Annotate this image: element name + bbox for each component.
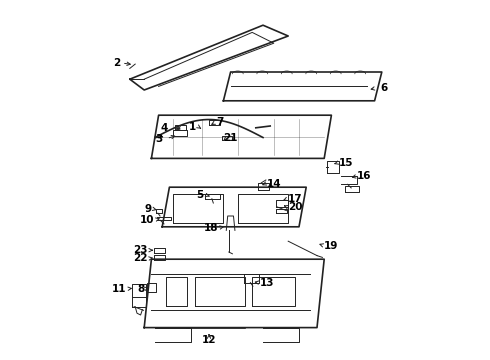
Text: 18: 18 <box>203 222 218 233</box>
Text: 3: 3 <box>155 134 162 144</box>
Text: 16: 16 <box>357 171 371 181</box>
Text: 15: 15 <box>339 158 353 168</box>
Text: 20: 20 <box>288 202 303 212</box>
Text: 8: 8 <box>137 284 144 294</box>
Text: 2: 2 <box>114 58 121 68</box>
Text: 22: 22 <box>133 253 148 264</box>
Text: 11: 11 <box>112 284 126 294</box>
Text: 5: 5 <box>196 190 204 200</box>
Text: 17: 17 <box>288 194 303 204</box>
Text: 6: 6 <box>380 83 387 93</box>
Text: 14: 14 <box>267 179 281 189</box>
Text: 19: 19 <box>324 240 339 251</box>
Text: 12: 12 <box>202 335 216 345</box>
Text: 4: 4 <box>160 123 168 133</box>
Text: 10: 10 <box>140 215 154 225</box>
Text: 13: 13 <box>259 278 274 288</box>
Text: 23: 23 <box>133 245 148 255</box>
Text: 1: 1 <box>189 122 196 132</box>
Text: 7: 7 <box>216 117 223 127</box>
Text: 9: 9 <box>144 204 151 214</box>
Text: 21: 21 <box>223 132 238 143</box>
